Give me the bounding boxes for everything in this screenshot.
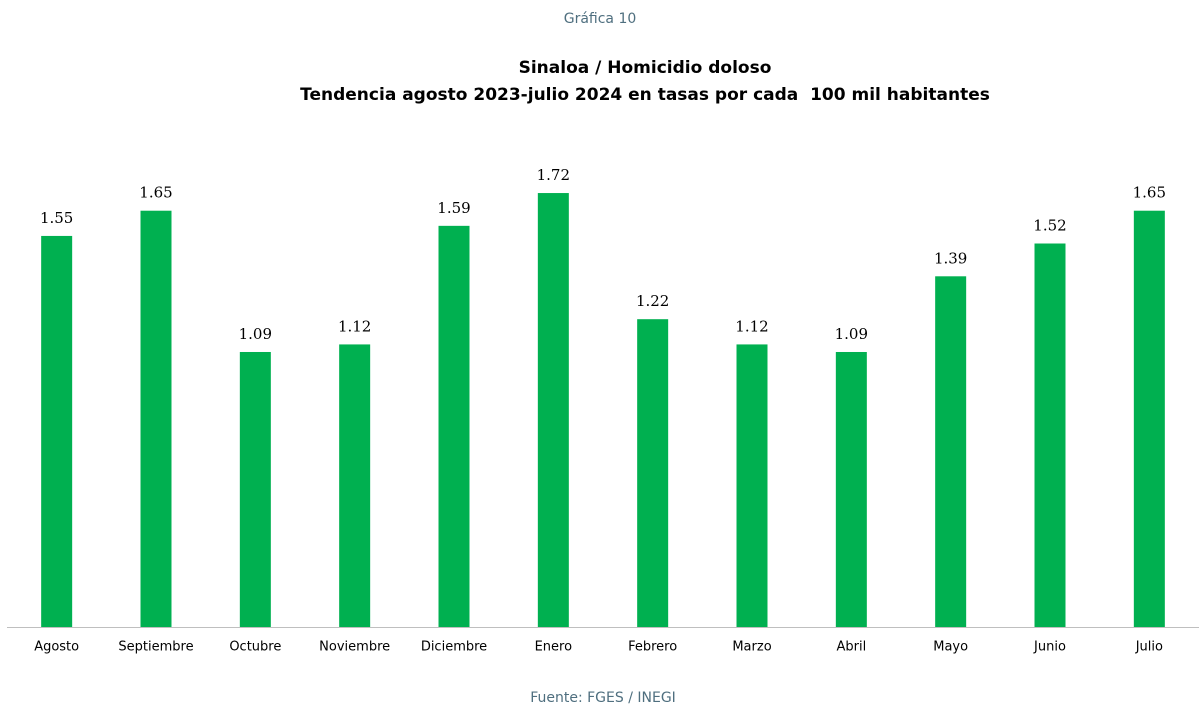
x-tick-label: Octubre xyxy=(229,640,281,655)
bar xyxy=(41,235,73,627)
chart-title: Sinaloa / Homicidio doloso xyxy=(519,58,772,78)
chart-source: Fuente: FGES / INEGI xyxy=(530,690,676,706)
data-label: 1.12 xyxy=(338,317,371,335)
x-tick-label: Abril xyxy=(836,640,866,655)
x-tick-label: Mayo xyxy=(933,640,968,655)
data-label: 1.39 xyxy=(934,249,967,267)
bar xyxy=(637,319,669,627)
data-label: 1.52 xyxy=(1033,217,1066,235)
bar xyxy=(438,225,470,627)
data-label: 1.72 xyxy=(537,166,570,184)
bar xyxy=(835,351,867,627)
x-tick-label: Noviembre xyxy=(319,640,390,655)
bar xyxy=(140,210,172,627)
x-tick-label: Agosto xyxy=(34,640,79,655)
x-tick-label: Julio xyxy=(1135,640,1163,655)
bar xyxy=(339,344,371,627)
data-label: 1.12 xyxy=(735,317,768,335)
bar xyxy=(239,351,271,627)
bar xyxy=(736,344,768,627)
x-tick-label: Febrero xyxy=(628,640,677,655)
data-label: 1.09 xyxy=(239,325,272,343)
data-label: 1.09 xyxy=(835,325,868,343)
x-tick-label: Junio xyxy=(1033,640,1066,655)
data-label: 1.65 xyxy=(139,184,172,202)
data-label: 1.65 xyxy=(1133,184,1166,202)
chart-subtitle: Tendencia agosto 2023-julio 2024 en tasa… xyxy=(300,85,990,105)
chart-caption: Gráfica 10 xyxy=(564,11,637,27)
data-label: 1.59 xyxy=(437,199,470,217)
bar xyxy=(935,276,967,627)
bar xyxy=(1133,210,1165,627)
bar xyxy=(1034,243,1066,627)
data-label: 1.22 xyxy=(636,292,669,310)
x-tick-label: Enero xyxy=(535,640,573,655)
x-tick-label: Marzo xyxy=(732,640,771,655)
x-tick-label: Septiembre xyxy=(118,640,193,655)
x-tick-label: Diciembre xyxy=(421,640,487,655)
data-label: 1.55 xyxy=(40,209,73,227)
bar xyxy=(537,193,569,627)
